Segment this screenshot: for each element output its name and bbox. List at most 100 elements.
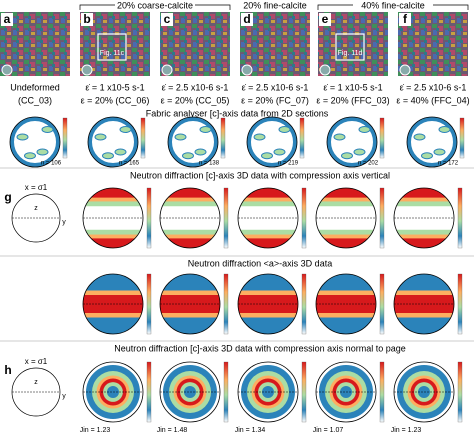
label: ε = 40% (FFC_04) bbox=[396, 95, 469, 105]
color-key bbox=[1, 64, 13, 76]
colorbar bbox=[379, 273, 385, 335]
colorbar bbox=[379, 361, 385, 423]
blob bbox=[433, 148, 446, 156]
ring bbox=[407, 117, 457, 167]
letter-bg bbox=[241, 13, 253, 26]
color-key bbox=[241, 64, 253, 76]
ring bbox=[88, 117, 138, 167]
label: Jin = 1.34 bbox=[235, 427, 266, 434]
outline bbox=[167, 116, 219, 168]
label: b bbox=[83, 12, 90, 26]
colorbar bbox=[220, 117, 226, 159]
blob bbox=[341, 152, 353, 160]
label-bg bbox=[115, 0, 195, 10]
label: Fig. 11d bbox=[338, 50, 363, 57]
label: 20% coarse-calcite bbox=[117, 0, 193, 10]
color-key bbox=[319, 64, 331, 76]
colorbar bbox=[379, 187, 385, 249]
blob bbox=[94, 133, 107, 141]
blob bbox=[333, 133, 346, 141]
pole-figure bbox=[10, 117, 60, 167]
label: ε̇ = 1 x10-5 s-1 bbox=[323, 82, 382, 92]
letter-bg bbox=[1, 13, 13, 26]
colorbar bbox=[146, 187, 152, 249]
pole-figure bbox=[247, 117, 297, 167]
label: z bbox=[34, 379, 38, 386]
label: g bbox=[4, 190, 11, 204]
band bbox=[160, 188, 220, 198]
outline bbox=[246, 116, 298, 168]
colorbar bbox=[457, 187, 463, 249]
inset-box bbox=[335, 33, 365, 61]
color-key bbox=[161, 64, 173, 76]
blob bbox=[253, 133, 266, 141]
label: n = 165 bbox=[119, 161, 140, 167]
label: Fig. 11c bbox=[100, 50, 125, 57]
blob bbox=[102, 152, 114, 160]
band bbox=[394, 238, 454, 248]
label: h bbox=[4, 363, 11, 377]
colorbar bbox=[379, 117, 385, 159]
blob bbox=[114, 148, 127, 156]
colorbar bbox=[457, 273, 463, 335]
colorbar bbox=[62, 117, 68, 159]
label: c bbox=[164, 12, 171, 26]
blob bbox=[182, 152, 194, 160]
label: ε = 20% (FFC_03) bbox=[316, 95, 389, 105]
band bbox=[238, 238, 298, 248]
label: x = σ1 bbox=[25, 357, 48, 366]
band bbox=[316, 188, 376, 198]
label: z bbox=[34, 205, 38, 212]
colorbar bbox=[223, 361, 229, 423]
label: Jin = 1.23 bbox=[391, 427, 422, 434]
ring bbox=[10, 117, 60, 167]
outline bbox=[326, 116, 378, 168]
blob bbox=[273, 148, 286, 156]
ring bbox=[168, 117, 218, 167]
colorbar bbox=[299, 117, 305, 159]
colorbar bbox=[459, 117, 465, 159]
band bbox=[316, 238, 376, 248]
label: (CC_03) bbox=[18, 95, 52, 105]
label: y bbox=[62, 393, 66, 400]
label: n = 138 bbox=[199, 161, 220, 167]
label: ε = 20% (CC_05) bbox=[161, 95, 230, 105]
band bbox=[83, 238, 143, 248]
label: ε̇ = 2.5 x10-6 s-1 bbox=[400, 82, 467, 92]
colorbar bbox=[301, 187, 307, 249]
ring bbox=[327, 117, 377, 167]
colorbar bbox=[223, 187, 229, 249]
colorbar bbox=[457, 361, 463, 423]
band bbox=[83, 188, 143, 198]
colorbar bbox=[140, 117, 146, 159]
label: n = 202 bbox=[358, 161, 379, 167]
label: ε = 20% (CC_06) bbox=[81, 95, 150, 105]
pole-figure bbox=[168, 117, 218, 167]
blob bbox=[16, 133, 29, 141]
pole-figure bbox=[394, 188, 454, 248]
pole-figure bbox=[238, 188, 298, 248]
pole-figure bbox=[407, 117, 457, 167]
blob bbox=[199, 126, 212, 133]
blob bbox=[413, 133, 426, 141]
blob bbox=[278, 126, 291, 133]
blob bbox=[24, 152, 36, 160]
blob bbox=[358, 126, 371, 133]
label: Jin = 1.23 bbox=[80, 427, 111, 434]
colorbar bbox=[146, 361, 152, 423]
label: n = 106 bbox=[41, 161, 62, 167]
color-key bbox=[399, 64, 411, 76]
label: Neutron diffraction [c]-axis 3D data wit… bbox=[130, 170, 390, 180]
colorbar bbox=[301, 361, 307, 423]
label: ε̇ = 2.5 x10-6 s-1 bbox=[242, 82, 309, 92]
band bbox=[238, 188, 298, 198]
letter-bg bbox=[161, 13, 173, 26]
blob bbox=[261, 152, 273, 160]
label: ε = 20% (FC_07) bbox=[241, 95, 309, 105]
colorbar bbox=[146, 273, 152, 335]
label: Jin = 1.07 bbox=[313, 427, 344, 434]
blob bbox=[174, 133, 187, 141]
label: n = 172 bbox=[438, 161, 459, 167]
colorbar bbox=[223, 273, 229, 335]
